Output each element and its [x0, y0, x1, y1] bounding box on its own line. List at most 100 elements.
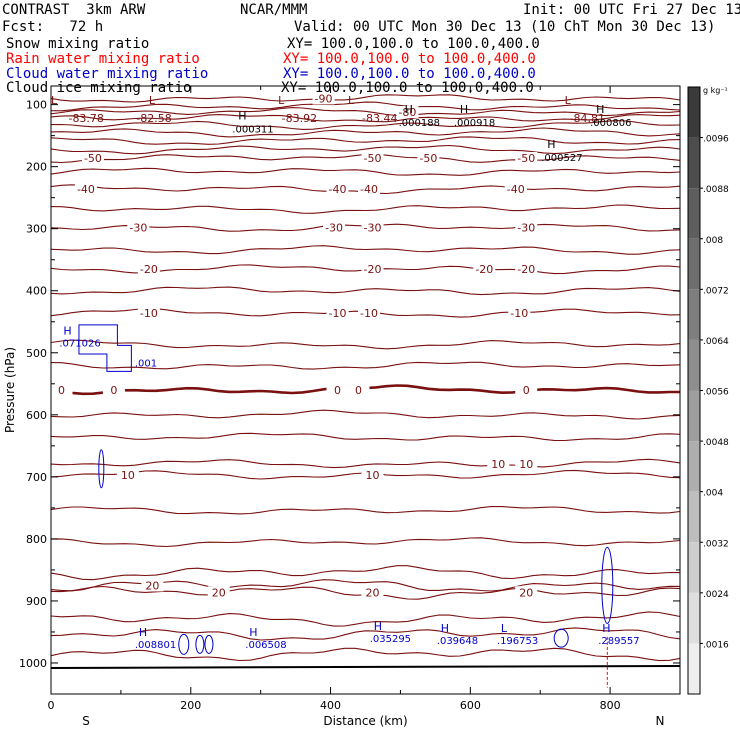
isotherm-label-bg: [141, 579, 164, 592]
isotherm-line: [50, 506, 681, 515]
isotherm-line: [50, 101, 681, 112]
isotherm-label-bg: [127, 221, 150, 234]
colorbar-swatch: [688, 87, 700, 138]
cloud-water-marker: H: [63, 325, 71, 338]
cloud-water-value: .006508: [245, 640, 286, 651]
cloud-water-contour: [204, 634, 214, 654]
isotherm-line: [50, 565, 681, 581]
y-tick-label: 200: [26, 161, 47, 174]
high-marker: H: [405, 103, 413, 116]
isotherm-label-bg: [515, 151, 538, 164]
isotherm-label-bg: [347, 384, 370, 396]
y-tick-label: 500: [26, 347, 47, 360]
isotherm-label-bg: [137, 263, 160, 276]
isotherm-line: [50, 409, 681, 420]
colorbar-tick-label: .0096: [703, 135, 729, 145]
isotherm-layer: [50, 94, 681, 662]
cloud-water-value: .035295: [370, 634, 411, 645]
isotherm-line: [50, 167, 681, 176]
isotherm-label-bg: [102, 384, 125, 396]
isotherm-label: -20: [475, 263, 493, 276]
cloud-water-marker: H: [441, 622, 449, 635]
cloud-water-contour: [195, 634, 205, 654]
isotherm-label-bg: [473, 263, 496, 276]
field-name-snow: Snow mixing ratio: [6, 36, 150, 52]
y-tick-label: 100: [26, 99, 47, 112]
isotherm-label: 20: [212, 586, 226, 599]
isotherm-line: [50, 627, 681, 641]
field-name-rain: Rain water mixing ratio: [6, 51, 200, 67]
x-tick-label: 600: [460, 699, 481, 712]
y-tick-label: 900: [26, 595, 47, 608]
y-tick-label: 1000: [19, 657, 47, 670]
isotherm-label-bg: [323, 221, 346, 234]
isotherm-label: -40: [507, 183, 525, 196]
low-marker: L: [278, 94, 285, 107]
low-marker: L: [51, 94, 58, 107]
colorbar-tick-label: .008: [703, 236, 723, 246]
high-marker: H: [460, 103, 468, 116]
isotherm-label-bg: [50, 384, 73, 396]
colorbar-swatch: [688, 592, 700, 644]
x-tick-label: 800: [600, 699, 621, 712]
isotherm-label: -20: [140, 263, 158, 276]
cloud-water-value: .196753: [497, 636, 538, 647]
colorbar-tick-label: .0016: [703, 640, 729, 650]
isotherm-line: [50, 120, 681, 130]
colorbar-swatch: [688, 643, 700, 694]
x-tick-label: 400: [320, 699, 341, 712]
isotherm-label: -10: [140, 307, 158, 320]
isotherm-line: [50, 114, 681, 123]
isotherm-line: [50, 245, 681, 255]
surface-line: [50, 664, 681, 669]
label-layer: -90 -80 -50 -50 -50 -50 -40 -40 -40 -40 -30 -30 -30 -…: [50, 92, 640, 651]
isotherm-label: 0: [355, 384, 362, 397]
isotherm-label-bg: [326, 307, 349, 320]
high-marker: H: [238, 109, 246, 122]
isotherm-label: 0: [110, 384, 117, 397]
colorbar-swatch: [688, 390, 700, 442]
isotherm-label: 20: [145, 579, 159, 592]
isotherm-line: [50, 647, 681, 662]
cloud-water-contour: [553, 628, 569, 648]
colorbar-swatch: [688, 137, 700, 189]
colorbar-tick-label: .0064: [703, 337, 729, 347]
high-value: .000188: [399, 118, 440, 129]
isotherm-label: -40: [360, 183, 378, 196]
isotherm-line: [50, 94, 681, 103]
isotherm-label-bg: [417, 151, 440, 164]
colorbar-swatch: [688, 441, 700, 492]
isotherm-label: -40: [77, 183, 95, 196]
isotherm-label: -30: [325, 221, 343, 234]
isotherm-label: 0: [334, 384, 341, 397]
cloud-water-layer: [78, 324, 614, 688]
isotherm-line: [50, 286, 681, 296]
isotherm-label: -10: [329, 307, 347, 320]
colorbar-swatch: [688, 188, 700, 239]
isotherm-label-bg: [137, 307, 160, 320]
isotherm-label: -20: [364, 263, 382, 276]
isotherm-label-bg: [515, 586, 538, 599]
high-marker: H: [596, 103, 604, 116]
cloud-water-value: .071026: [59, 339, 100, 350]
cloud-water-contour: [98, 449, 105, 489]
isotherm-label-bg: [515, 221, 538, 234]
isotherm-label: 20: [519, 586, 533, 599]
isotherm-label: 10: [519, 458, 533, 471]
high-value: .000918: [454, 118, 495, 129]
y-tick-label: 300: [26, 223, 47, 236]
init-time: Init: 00 UTC Fri 27 Dec 13: [523, 2, 740, 18]
colorbar-tick-label: .0072: [703, 286, 729, 296]
cloud-water-marker: H: [249, 626, 257, 639]
low-value: -83.44: [362, 112, 397, 125]
isotherm-label: -50: [364, 152, 382, 165]
colorbar-tick-label: .0056: [703, 388, 729, 398]
isotherm-line: [50, 537, 681, 548]
model-title: CONTRAST 3km ARW: [2, 2, 146, 18]
isotherm-label-bg: [357, 307, 380, 320]
plot-frame: [50, 85, 681, 695]
low-value: -83.78: [68, 112, 103, 125]
field-name-cloud-water: Cloud water mixing ratio: [6, 66, 209, 82]
isotherm-line: [50, 361, 681, 370]
